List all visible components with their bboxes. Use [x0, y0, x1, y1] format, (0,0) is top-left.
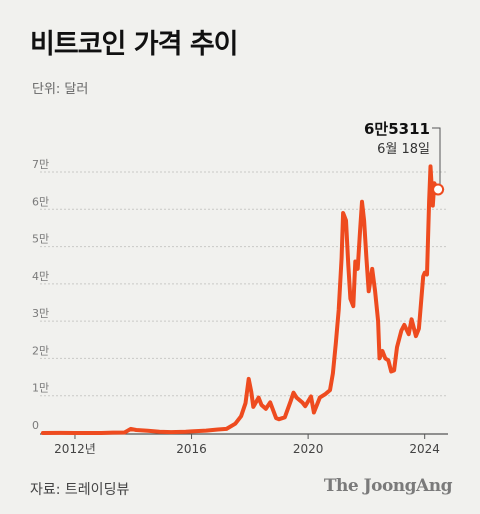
source-label: 자료: 트레이딩뷰 — [30, 482, 130, 498]
latest-point-marker — [432, 183, 445, 196]
callout-leader — [432, 127, 445, 190]
y-tick-label: 3만 — [32, 307, 49, 320]
unit-label: 단위: 달러 — [32, 82, 89, 97]
x-tick-label: 2024 — [409, 442, 440, 456]
y-tick-label: 2만 — [32, 344, 49, 357]
y-tick-label: 4만 — [32, 270, 49, 283]
y-tick-label: 6만 — [32, 195, 49, 208]
series-layer — [40, 164, 441, 435]
y-tick-label: 7만 — [32, 158, 49, 171]
brand-logo: The JoongAng — [323, 476, 453, 496]
annotation: 6만5311 6월 18일 — [364, 120, 445, 196]
chart-title: 비트코인 가격 추이 — [30, 29, 239, 60]
y-tick-label: 1만 — [32, 382, 49, 395]
x-tick-label: 2020 — [293, 442, 324, 456]
y-tick-label: 5만 — [32, 233, 49, 246]
x-tick-label: 2016 — [176, 442, 207, 456]
callout-value: 6만5311 — [364, 120, 430, 138]
x-tick-label: 2012년 — [54, 442, 96, 456]
y-axis-ticks: 0 1만 2만 3만 4만 5만 6만 7만 — [32, 158, 49, 432]
x-axis: 2012년 2016 2020 2024 — [40, 433, 448, 456]
y-tick-label: 0 — [32, 419, 39, 432]
price-line — [40, 164, 441, 435]
callout-date: 6월 18일 — [377, 142, 430, 157]
